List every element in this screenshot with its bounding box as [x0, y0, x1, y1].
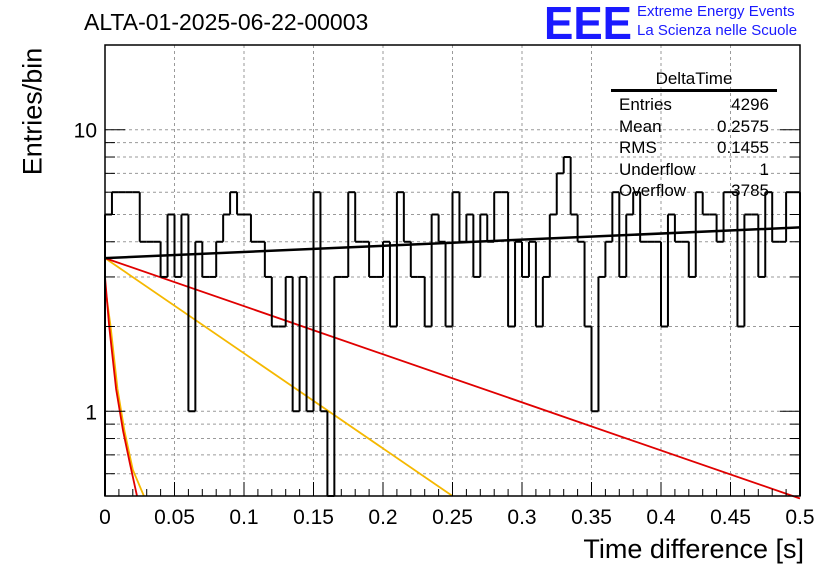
- stats-label: Mean: [619, 116, 662, 136]
- x-tick-label: 0.05: [154, 506, 195, 529]
- stats-title: DeltaTime: [611, 69, 777, 92]
- fit-line-orange: [104, 257, 454, 497]
- stats-value: 4296: [731, 95, 769, 114]
- stats-row-underflow: Underflow 1: [611, 159, 777, 181]
- y-tick-label: 1: [85, 401, 97, 424]
- stats-label: Underflow: [619, 159, 696, 179]
- stats-row-mean: Mean 0.2575: [611, 116, 777, 138]
- stats-value: 0.2575: [717, 116, 769, 136]
- x-tick-label: 0.35: [571, 506, 612, 529]
- y-tick-label: 10: [74, 120, 97, 143]
- fit-line-red: [104, 257, 801, 500]
- x-tick-label: 0: [99, 506, 111, 529]
- svg-text:EEE: EEE: [544, 1, 632, 43]
- stats-label: Overflow: [619, 181, 687, 200]
- stats-box: DeltaTime Entries 4296 Mean 0.2575 RMS 0…: [611, 69, 777, 202]
- x-tick-label: 0.2: [368, 506, 397, 529]
- stats-row-entries: Entries 4296: [611, 94, 777, 116]
- x-tick-label: 0.5: [785, 506, 814, 529]
- stats-row-rms: RMS 0.1455: [611, 137, 777, 159]
- stats-row-overflow: Overflow 3785: [611, 180, 777, 202]
- x-tick-label: 0.1: [229, 506, 258, 529]
- x-axis-label: Time difference [s]: [583, 534, 804, 564]
- stats-label: Entries: [619, 95, 672, 114]
- stats-label: RMS: [619, 138, 657, 157]
- brand-line-1: Extreme Energy Events: [637, 3, 795, 20]
- fit-line-red-steep: [104, 276, 138, 497]
- brand-text: Extreme Energy Events La Scienza nelle S…: [637, 2, 797, 40]
- x-tick-label: 0.15: [293, 506, 334, 529]
- fit-line-orange-steep: [104, 285, 145, 497]
- brand-line-2: La Scienza nelle Scuole: [637, 22, 798, 39]
- x-tick-label: 0.45: [710, 506, 751, 529]
- stats-value: 1: [759, 159, 769, 179]
- y-axis-label: Entries/bin: [17, 47, 48, 176]
- eee-logo: EEE: [544, 1, 632, 43]
- x-tick-label: 0.3: [507, 506, 536, 529]
- x-tick-label: 0.4: [646, 506, 676, 529]
- stats-value: 3785: [731, 181, 769, 200]
- chart-title: ALTA-01-2025-06-22-00003: [84, 9, 369, 35]
- x-tick-label: 0.25: [432, 506, 473, 529]
- stats-value: 0.1455: [717, 138, 769, 157]
